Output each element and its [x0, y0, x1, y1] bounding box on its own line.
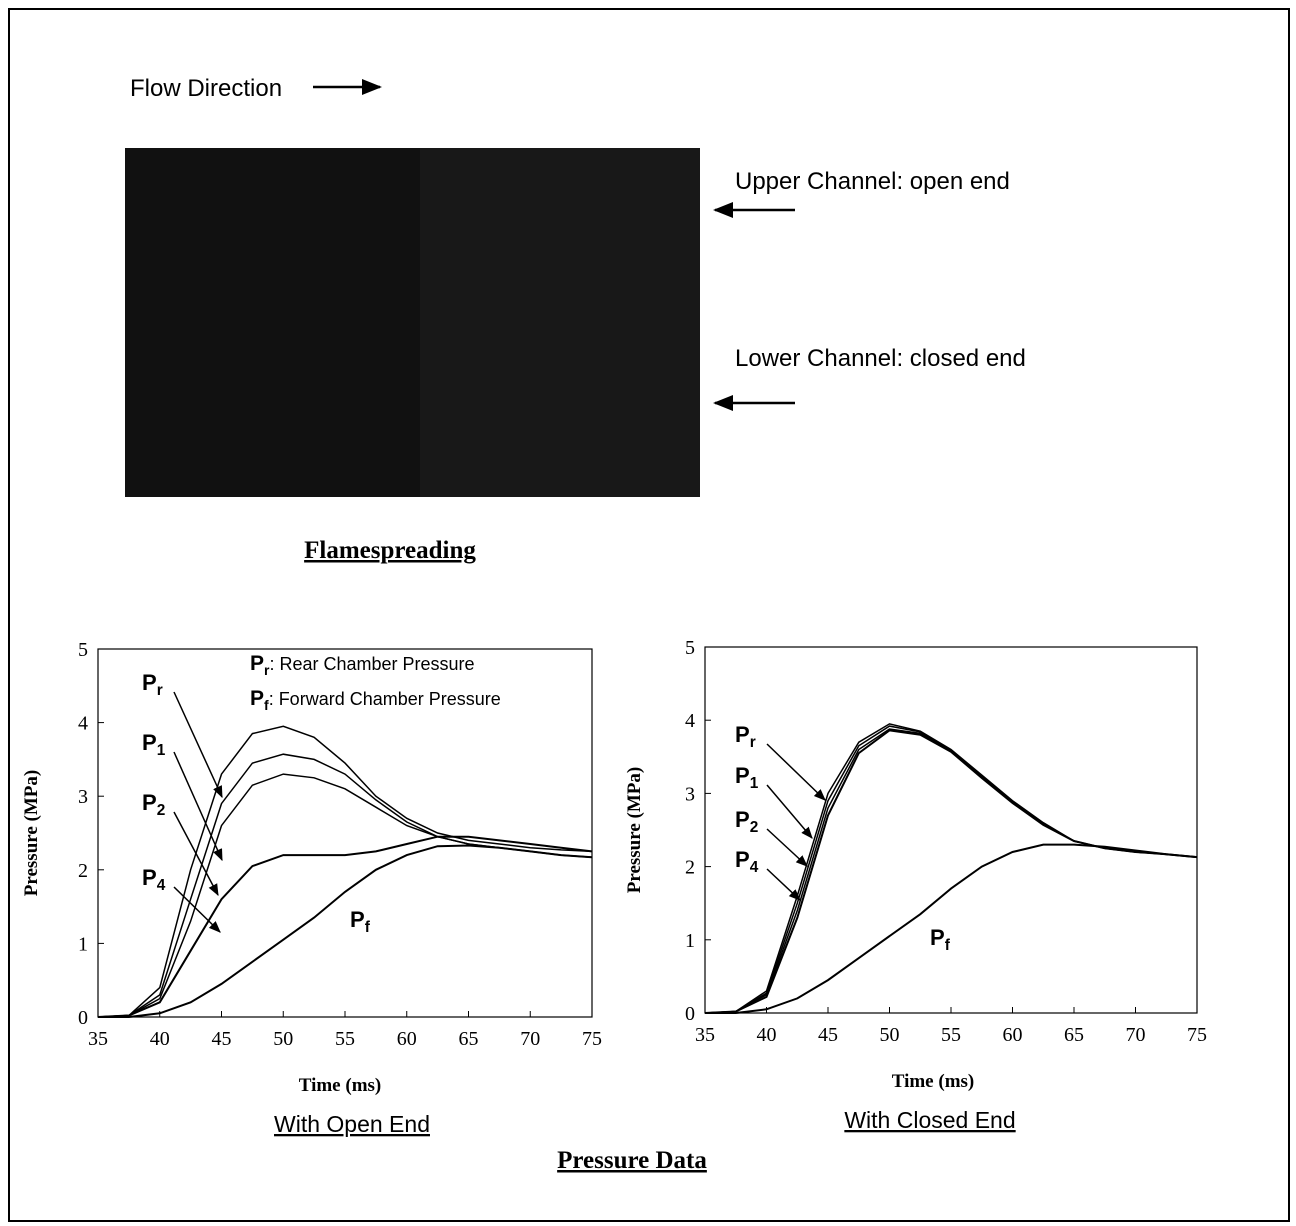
label-main: P [735, 807, 750, 832]
label-arrow [173, 811, 219, 897]
flow-direction: Flow Direction [130, 75, 282, 102]
x-tick-label: 60 [1003, 1024, 1023, 1046]
x-tick-label: 50 [880, 1024, 900, 1046]
y-tick-label: 5 [78, 639, 88, 661]
section-caption: Pressure Data [557, 1147, 707, 1174]
curve-label: Pf [350, 907, 371, 936]
label-sub: r [750, 734, 756, 751]
series-line [704, 728, 1198, 1014]
label-main: P [142, 865, 157, 890]
curve-label: P2 [142, 790, 165, 819]
curve-label: P1 [142, 730, 166, 759]
series-line [704, 725, 1198, 1014]
x-tick-label: 75 [1187, 1024, 1207, 1046]
annotation-sub: r [264, 662, 270, 678]
label-main: P [142, 790, 157, 815]
chart-caption: With Open End [274, 1111, 430, 1137]
curve-label: Pf [930, 925, 951, 954]
x-tick-label: 60 [397, 1028, 417, 1050]
label-sub: 1 [750, 775, 759, 792]
x-tick-label: 35 [695, 1024, 715, 1046]
x-tick-label: 55 [335, 1028, 355, 1050]
series-line [98, 844, 593, 1018]
series-line [704, 729, 1198, 1014]
x-tick-label: 40 [757, 1024, 777, 1046]
label-arrow [766, 868, 801, 901]
y-tick-label: 2 [78, 860, 88, 882]
flame-glow [420, 148, 700, 497]
series-line [97, 725, 593, 1018]
x-tick-label: 45 [818, 1024, 838, 1046]
label-main: P [735, 847, 750, 872]
label-main: P [142, 670, 157, 695]
chart-caption: With Closed End [844, 1107, 1015, 1133]
x-tick-label: 55 [941, 1024, 961, 1046]
curve-label: P4 [735, 847, 759, 876]
label-sub: 2 [750, 819, 759, 836]
curve-label: Pr [735, 722, 756, 751]
x-tick-label: 45 [212, 1028, 232, 1050]
label-arrow [766, 784, 813, 839]
label-sub: 4 [157, 877, 166, 894]
x-tick-label: 70 [520, 1028, 540, 1050]
label-arrow [766, 743, 826, 801]
annotation: Pf: Forward Chamber Pressure [250, 687, 501, 713]
y-tick-label: 2 [685, 857, 695, 879]
x-axis-label: Time (ms) [299, 1075, 382, 1096]
x-tick-label: 50 [273, 1028, 293, 1050]
y-tick-label: 1 [685, 930, 695, 952]
x-tick-label: 75 [582, 1028, 602, 1050]
y-tick-label: 1 [78, 933, 88, 955]
label-main: P [350, 907, 365, 932]
y-tick-label: 4 [685, 710, 695, 732]
series-line [97, 835, 593, 1018]
label-sub: 4 [750, 859, 759, 876]
lower-channel-label: Lower Channel: closed end [735, 345, 1026, 372]
x-tick-label: 65 [1064, 1024, 1084, 1046]
upper-channel-label: Upper Channel: open end [735, 168, 1010, 195]
label-sub: 1 [157, 742, 166, 759]
annotation-sub: f [264, 697, 269, 713]
photo-caption: Flamespreading [304, 537, 476, 564]
y-tick-label: 0 [685, 1003, 695, 1025]
y-tick-label: 0 [78, 1007, 88, 1029]
curve-label: Pr [142, 670, 163, 699]
curve-label: P1 [735, 763, 759, 792]
label-sub: f [945, 937, 951, 954]
y-tick-label: 4 [78, 713, 88, 735]
frame [8, 8, 1290, 1222]
y-tick-label: 5 [685, 637, 695, 659]
label-sub: f [365, 919, 371, 936]
label-main: P [930, 925, 945, 950]
annotation-main: P [250, 687, 264, 710]
label-arrow [173, 751, 223, 862]
label-main: P [735, 763, 750, 788]
x-tick-label: 35 [88, 1028, 108, 1050]
x-tick-label: 40 [150, 1028, 170, 1050]
x-tick-label: 65 [459, 1028, 479, 1050]
y-tick-label: 3 [78, 786, 88, 808]
y-tick-label: 3 [685, 783, 695, 805]
label-arrow [173, 886, 221, 933]
series-line [705, 843, 1198, 1014]
series-line [704, 723, 1198, 1014]
annotation-text: : Rear Chamber Pressure [269, 654, 474, 674]
annotation: Pr: Rear Chamber Pressure [250, 652, 475, 678]
label-main: P [735, 722, 750, 747]
x-tick-label: 70 [1126, 1024, 1146, 1046]
label-arrow [173, 691, 223, 799]
curve-label: P2 [735, 807, 758, 836]
label-main: P [142, 730, 157, 755]
x-axis-label: Time (ms) [892, 1071, 975, 1092]
y-axis-label: Pressure (MPa) [21, 770, 42, 896]
series-line [97, 753, 593, 1018]
label-arrow [766, 828, 808, 867]
y-axis-label: Pressure (MPa) [624, 767, 645, 893]
annotation-main: P [250, 652, 264, 675]
label-sub: 2 [157, 802, 166, 819]
label-sub: r [157, 682, 163, 699]
annotation-text: : Forward Chamber Pressure [269, 689, 501, 709]
curve-label: P4 [142, 865, 166, 894]
